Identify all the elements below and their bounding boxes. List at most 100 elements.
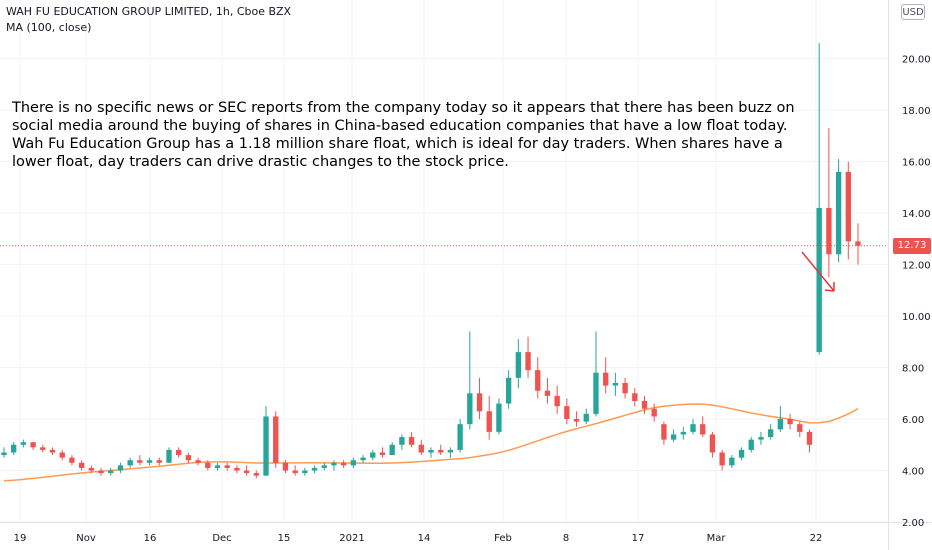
candle-body [214,465,221,468]
candle-body [447,449,454,453]
candle-body [680,431,686,435]
candle [146,457,153,466]
candle [622,377,628,399]
candle [583,408,589,425]
arrow-head-left [824,289,835,292]
candle-body [156,460,162,463]
candle-body [331,462,337,466]
candle [428,447,434,458]
candle [127,457,133,468]
y-tick-label: 8.00 [902,364,924,375]
candle [282,460,289,474]
candle-body [564,406,570,420]
candle [826,128,832,278]
candle-body [593,372,599,414]
candle [69,455,75,466]
candle-body [234,467,240,471]
candle-body [797,424,803,432]
candle-body [486,411,492,432]
candle [263,406,269,476]
candle-body [525,352,531,371]
candle-body [108,470,114,474]
candle [835,159,842,262]
candle-body [661,424,667,440]
candle [1,447,7,458]
candle-body [496,403,502,432]
candle [729,455,735,468]
y-tick-label: 14.00 [902,209,931,220]
candle [670,429,677,443]
candle-body [321,465,327,468]
candle-body [205,462,211,468]
candle [302,467,308,476]
candle [467,331,473,430]
candle [457,419,463,453]
x-tick-label: Mar [707,533,727,544]
candle-body [729,457,735,466]
candle-body [243,470,250,474]
candle [612,372,619,396]
candle-body [408,437,415,445]
candle-body [292,470,298,474]
candle [797,421,803,438]
candle [525,336,531,378]
candle-body [438,449,444,453]
candle-body [69,457,75,463]
candle-body [738,449,745,458]
candle [758,431,764,445]
candle [166,447,172,463]
candle [544,377,551,404]
x-tick-label: Feb [494,533,512,544]
candle-body [428,449,434,453]
candle [748,437,754,453]
candle [593,331,599,417]
candle [11,442,17,456]
candle-body [816,207,822,353]
candle [418,439,424,456]
candle [350,457,357,468]
candle-body [40,447,46,450]
candle [379,447,386,458]
candle [661,421,667,445]
x-tick-label: Nov [76,533,96,544]
candle-body [670,434,677,440]
candle-body [1,452,7,456]
candle-body [20,442,27,445]
annotation-arrow [801,251,835,292]
candle [447,447,454,458]
x-axis-ticks: 19 Nov 16 Dec 15 2021 14 Feb 8 17 Mar 22 [14,533,823,544]
candle [816,43,822,355]
candle-body [583,413,589,422]
candle [855,223,861,265]
candle [738,447,745,461]
candle-body [253,473,259,476]
candle [360,455,366,463]
candle [641,395,648,414]
candle [176,447,182,458]
candle [651,403,657,422]
indicator-label: MA (100, close) [6,21,92,34]
y-tick-label: 18.00 [902,106,931,117]
candle-body [224,465,230,468]
candle-body [146,460,153,463]
candle [719,449,725,471]
candle-body [185,455,192,461]
candle [273,411,279,468]
candle-body [166,449,172,463]
candle [564,398,570,425]
candle [88,465,95,474]
candle-body [806,431,813,445]
candle-body [59,452,65,458]
candle [321,462,327,471]
candle-body [505,377,512,404]
candles [1,43,861,479]
currency-badge[interactable]: USD [901,4,925,20]
candle [690,419,696,435]
y-tick-label: 12.00 [902,261,931,272]
candle-body [370,452,376,458]
y-tick-label: 10.00 [902,312,931,323]
candle [340,460,347,468]
candle [505,370,512,409]
y-tick-label: 4.00 [902,467,924,478]
